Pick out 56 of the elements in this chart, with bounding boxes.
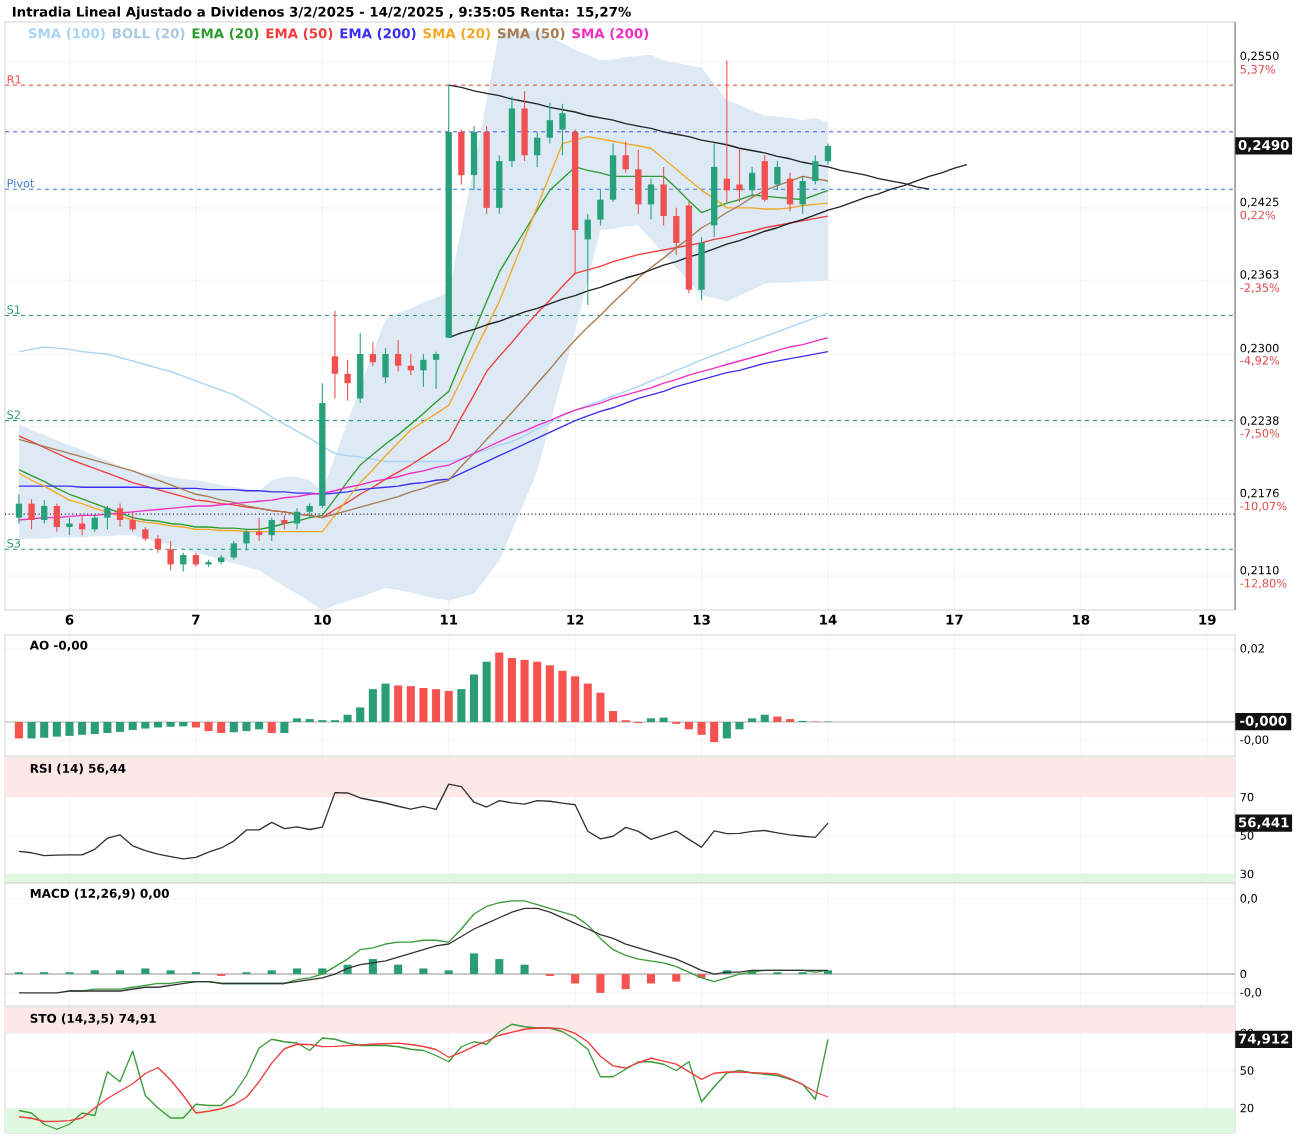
chart-title: STO (14,3,5) 74,91 [30, 1013, 156, 1025]
y-tick-label: 0,2110 [1240, 565, 1279, 576]
y-tick-label: 30 [1240, 869, 1254, 879]
y-tick-label: 0,0 [1240, 894, 1257, 904]
x-tick-label: 14 [820, 614, 837, 625]
text: SMA (100) [28, 28, 105, 40]
x-tick-label: 17 [946, 614, 963, 625]
y-tick-label: 50 [1240, 1066, 1254, 1075]
chart-title: RSI (14) 56,44 [30, 763, 126, 775]
x-tick-label: 13 [693, 614, 710, 625]
text: 74,912 [1238, 1033, 1289, 1046]
y-tick-label: 20 [1240, 1103, 1254, 1113]
ref-line-label: S2 [7, 410, 20, 420]
y2-tick-label: -2,35% [1240, 283, 1280, 294]
chart-title: AO -0,00 [29, 640, 88, 652]
text: 56,441 [1238, 817, 1289, 830]
x-tick-label: 19 [1199, 614, 1216, 625]
y2-tick-label: -10,07% [1240, 501, 1287, 512]
y-tick-label: 0,2425 [1240, 197, 1279, 208]
y2-tick-label: 5,37% [1240, 65, 1276, 75]
y-tick-label: 0,2300 [1240, 343, 1279, 354]
y-tick-label: 0,2238 [1240, 416, 1279, 426]
y-tick-label: 50 [1240, 831, 1254, 840]
text: -0,000 [1240, 715, 1287, 728]
x-tick-label: 12 [567, 614, 584, 625]
y-tick-label: -0,0 [1240, 988, 1262, 998]
y2-tick-label: -7,50% [1240, 429, 1280, 439]
y2-tick-label: 0,22% [1240, 210, 1276, 221]
chart-title: Intradia Lineal Ajustado a Dividenos 3/2/2025 - 14/2/2025 , 9:35:05 Renta: 15,27% [12, 6, 631, 20]
y-tick-label: 0 [1240, 969, 1247, 979]
y-tick-label: 0,2550 [1240, 51, 1279, 62]
y-tick-label: 70 [1240, 792, 1254, 802]
y2-tick-label: -4,92% [1240, 356, 1280, 366]
x-tick-label: 7 [192, 614, 200, 625]
text: EMA (50) [266, 28, 333, 40]
text: SMA (20) [423, 28, 490, 40]
x-tick-label: 18 [1073, 614, 1090, 625]
y2-tick-label: -12,80% [1240, 578, 1287, 589]
text: 0,2490 [1238, 140, 1289, 152]
x-tick-label: 10 [314, 614, 331, 625]
legend-label: BOLL (20) [112, 28, 185, 40]
ref-line-label: R1 [7, 75, 21, 84]
x-tick-label: 11 [440, 614, 458, 625]
text: EMA (200) [340, 28, 416, 40]
chart-title: MACD (12,26,9) 0,00 [30, 888, 169, 900]
ref-line-label: S1 [7, 305, 20, 314]
text: SMA (50) [497, 28, 565, 40]
text: EMA (20) [192, 28, 259, 40]
x-tick-label: 6 [65, 614, 74, 625]
y-tick-label: 0,02 [1240, 644, 1264, 654]
y-tick-label: 0,2363 [1240, 270, 1279, 280]
y-tick-label: -0,00 [1240, 735, 1269, 746]
y-tick-label: 0,2176 [1240, 488, 1279, 499]
ref-line-label: Pivot [7, 178, 35, 188]
text: SMA (200) [572, 28, 649, 40]
ref-line-label: S3 [7, 539, 21, 548]
